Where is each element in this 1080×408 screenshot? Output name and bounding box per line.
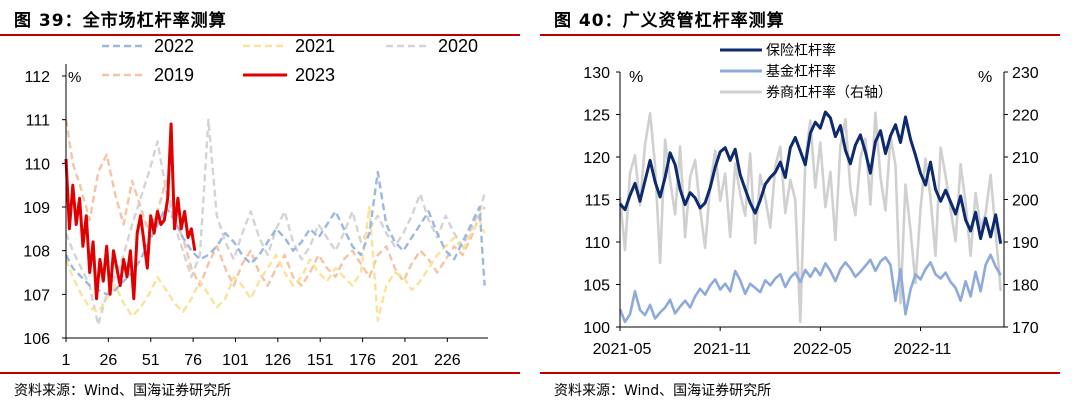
title-rule <box>0 34 520 36</box>
legend-label-0: 保险杠杆率 <box>766 42 836 58</box>
x-tick-label: 76 <box>184 352 202 369</box>
asset-management-leverage-chart: 100 105 110 115 120 125 130 170 180 190 200 210 220 2… <box>583 42 1039 358</box>
y-tick-label: 100 <box>583 320 610 337</box>
y-tick-label: 112 <box>24 69 50 86</box>
figure-title: 图 40：广义资管杠杆率测算 <box>554 11 785 31</box>
legend-label-1: 基金杠杆率 <box>766 63 836 79</box>
figure-title: 图 39：全市场杠杆率测算 <box>14 11 227 31</box>
y-tick-label: 109 <box>23 200 50 217</box>
source-rule <box>0 372 520 374</box>
x-tick-label: 26 <box>99 352 117 369</box>
y2-tick-label: 220 <box>1012 108 1039 125</box>
x-tick-label: 101 <box>222 352 249 369</box>
legend-label-2022: 2022 <box>154 36 194 56</box>
series-line-2020 <box>64 118 486 327</box>
legend-label-2: 券商杠杆率（右轴） <box>766 84 892 100</box>
x-tick-label: 226 <box>434 352 461 369</box>
y-tick-label: 130 <box>583 65 610 82</box>
y2-tick-label: 210 <box>1012 150 1039 167</box>
y2-tick-label: 190 <box>1012 235 1039 252</box>
x-tick-label: 126 <box>264 352 291 369</box>
x-tick-label: 51 <box>142 352 160 369</box>
source-rule <box>540 372 1060 374</box>
x-tick-label: 1 <box>62 352 71 369</box>
series-line-1 <box>618 253 1002 324</box>
y-tick-label: 105 <box>583 278 610 295</box>
y2-tick-label: 180 <box>1012 278 1039 295</box>
y2-tick-label: 230 <box>1012 65 1039 82</box>
legend-label-2019: 2019 <box>154 65 194 85</box>
x-tick-label: 2022-05 <box>793 341 852 358</box>
y-tick-label: 110 <box>584 235 610 252</box>
y-tick-label: 107 <box>23 287 50 304</box>
y-tick-label: 106 <box>23 331 50 348</box>
source-note: 资料来源：Wind、国海证券研究所 <box>14 383 232 399</box>
y-unit-label: % <box>68 69 81 86</box>
y2-tick-label: 170 <box>1012 320 1039 337</box>
y2-unit-label: % <box>978 69 992 86</box>
x-tick-label: 201 <box>392 352 419 369</box>
x-tick-label: 2022-11 <box>894 341 952 358</box>
left-figure: 图 39：全市场杠杆率测算 106 107 108 109 110 111 112% 1 26 5… <box>0 11 520 399</box>
series-line-2 <box>618 111 1002 324</box>
title-rule <box>540 34 1060 36</box>
series-line-2019 <box>64 119 486 287</box>
y2-tick-label: 200 <box>1012 193 1039 210</box>
y-tick-label: 120 <box>583 150 610 167</box>
x-tick-label: 176 <box>349 352 376 369</box>
y-tick-label: 125 <box>583 108 610 125</box>
right-figure: 图 40：广义资管杠杆率测算 100 105 110 115 120 125 130 170 1… <box>540 0 1080 408</box>
y-tick-label: 115 <box>584 193 610 210</box>
y-tick-label: 111 <box>26 113 50 130</box>
series-line-2021 <box>64 205 486 322</box>
legend-label-2023: 2023 <box>295 65 335 85</box>
y-tick-label: 108 <box>23 244 50 261</box>
x-tick-label: 2021-11 <box>693 341 751 358</box>
series-line-2023 <box>64 122 197 301</box>
x-tick-label: 151 <box>307 352 334 369</box>
legend-label-2020: 2020 <box>438 36 478 56</box>
y-tick-label: 110 <box>24 156 50 173</box>
legend-label-2021: 2021 <box>295 36 335 56</box>
series-line-2022 <box>64 170 486 296</box>
source-note: 资料来源：Wind、国海证券研究所 <box>554 383 772 399</box>
x-tick-label: 2021-05 <box>593 341 652 358</box>
y-unit-label: % <box>629 69 643 86</box>
series-line-0 <box>618 110 1003 244</box>
